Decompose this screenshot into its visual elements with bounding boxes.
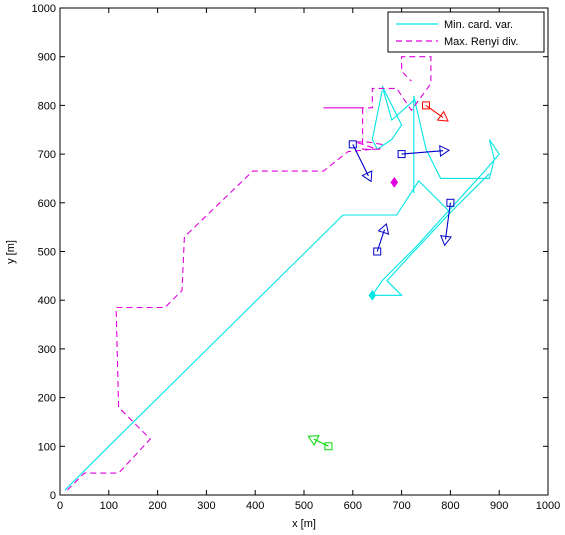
- diamond-marker: [368, 289, 377, 301]
- start-square-marker: [348, 140, 357, 149]
- y-tick-label: 500: [38, 247, 56, 259]
- arrow-line: [425, 104, 444, 119]
- y-tick-label: 700: [38, 149, 56, 161]
- heading-triangle-marker: [440, 235, 453, 247]
- y-tick-label: 600: [38, 198, 56, 210]
- x-tick-label: 700: [392, 500, 410, 512]
- y-tick-label: 300: [38, 344, 56, 356]
- x-tick-label: 500: [295, 500, 313, 512]
- y-tick-label: 400: [38, 295, 56, 307]
- series-layer: [64, 56, 500, 491]
- start-square-marker: [397, 150, 406, 159]
- y-tick-label: 900: [38, 52, 56, 64]
- x-tick-label: 200: [148, 500, 166, 512]
- series-line-1: [66, 56, 432, 491]
- y-tick-label: 1000: [32, 3, 56, 15]
- x-tick-label: 100: [100, 500, 118, 512]
- x-tick-label: 0: [57, 500, 63, 512]
- start-square-marker: [446, 198, 455, 207]
- start-square-marker: [422, 101, 430, 110]
- x-axis-label: x [m]: [292, 518, 316, 530]
- y-tick-label: 200: [38, 393, 56, 405]
- heading-triangle-marker: [439, 144, 451, 158]
- heading-triangle-marker: [307, 435, 320, 446]
- legend: Min. card. var. Max. Renyi div.: [387, 11, 545, 53]
- legend-label-1: Max. Renyi div.: [444, 36, 518, 48]
- heading-triangle-marker: [361, 170, 373, 183]
- x-tick-label: 300: [197, 500, 215, 512]
- y-tick-label: 100: [38, 441, 56, 453]
- legend-label-0: Min. card. var.: [444, 19, 513, 31]
- arrow-line: [401, 150, 444, 155]
- diamond-marker: [390, 176, 399, 188]
- y-tick-label: 0: [50, 490, 56, 502]
- legend-box: [387, 11, 545, 53]
- x-tick-label: 1000: [536, 500, 560, 512]
- heading-triangle-marker: [377, 222, 390, 235]
- x-tick-label: 400: [246, 500, 264, 512]
- start-square-marker: [324, 442, 333, 451]
- y-axis-label: y [m]: [5, 240, 17, 264]
- x-tick-label: 600: [344, 500, 362, 512]
- arrow-line: [352, 144, 369, 177]
- arrow-line: [444, 202, 451, 240]
- series-line-0: [64, 85, 500, 491]
- start-square-marker: [373, 247, 382, 256]
- y-tick-label: 800: [38, 100, 56, 112]
- x-tick-label: 800: [441, 500, 459, 512]
- x-tick-label: 900: [490, 500, 508, 512]
- annotation-layer: [307, 101, 455, 451]
- axis-ticks: 0 100 200 300 400 500 600 700 800 900 1000 0 100 200 3…: [32, 3, 561, 512]
- heading-triangle-marker: [436, 110, 449, 122]
